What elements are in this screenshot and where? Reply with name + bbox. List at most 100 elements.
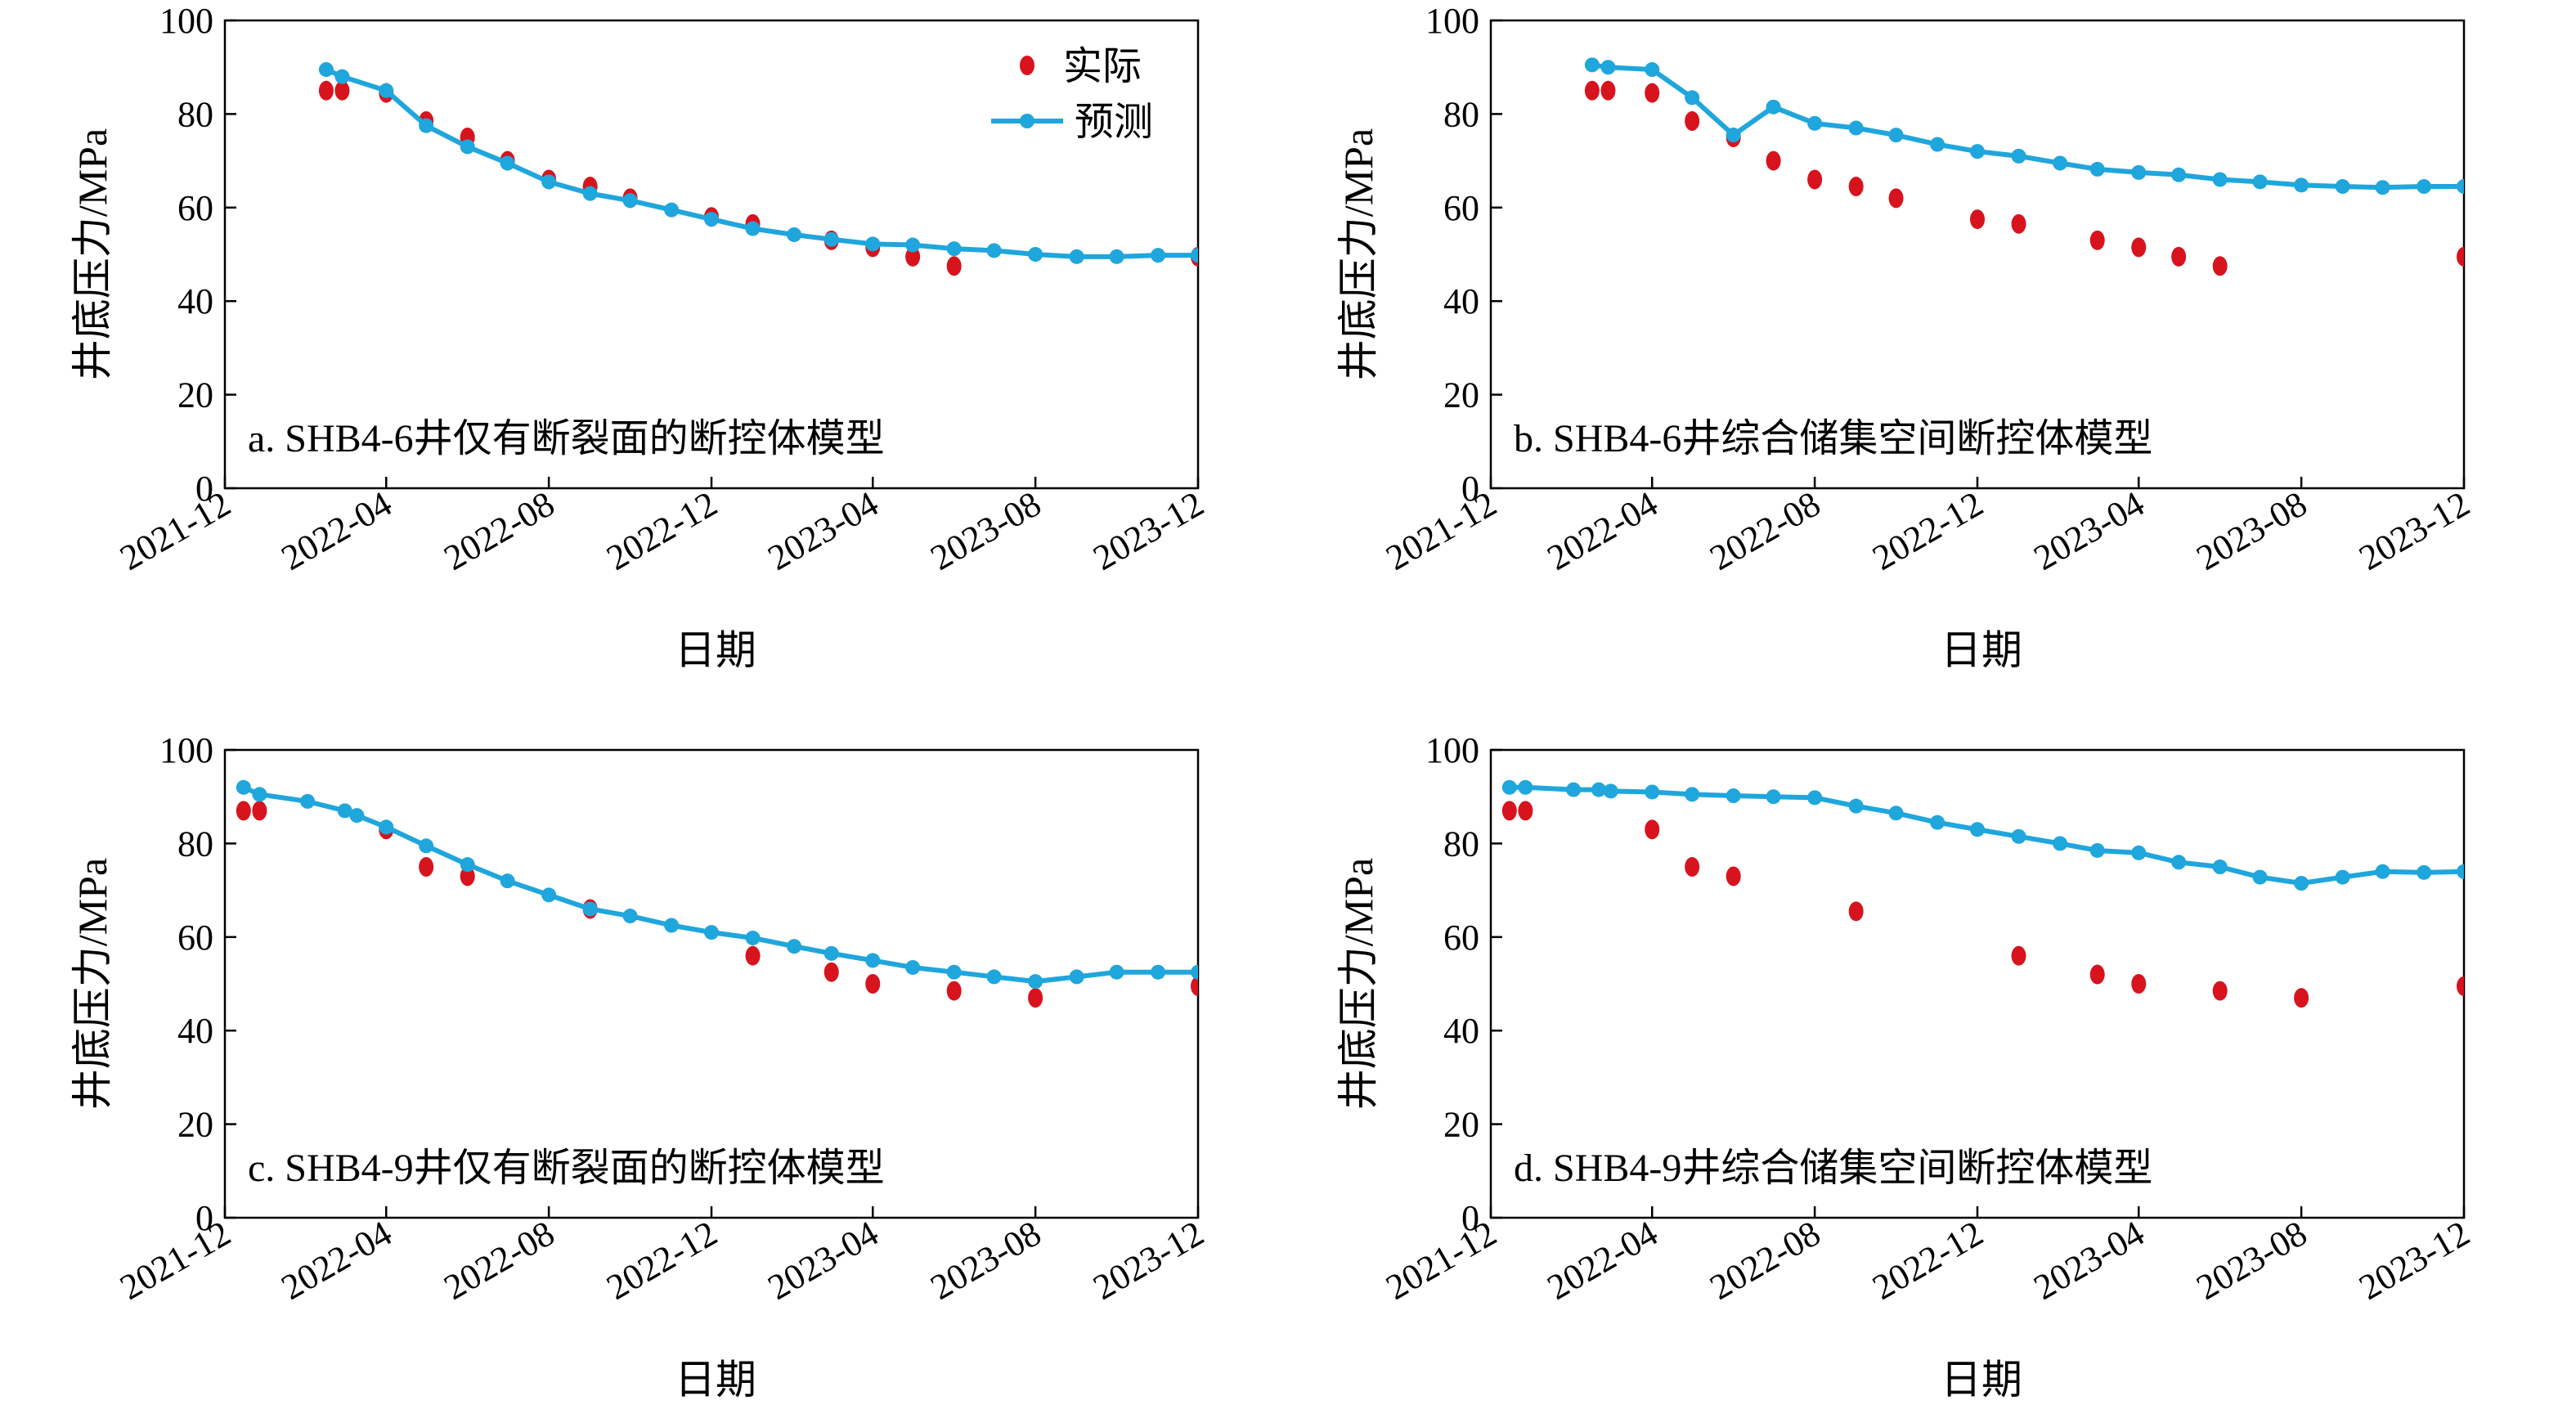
predicted-point xyxy=(2053,836,2068,851)
y-axis-title: 井底压力/MPa xyxy=(1335,128,1381,380)
predicted-point xyxy=(1518,779,1533,795)
actual-point xyxy=(1807,169,1823,190)
predicted-point xyxy=(2294,876,2309,891)
x-tick-label: 2022-12 xyxy=(599,1213,724,1308)
x-tick-label: 2022-12 xyxy=(599,483,724,578)
y-tick-label: 100 xyxy=(1425,1,1479,41)
actual-point xyxy=(2089,964,2105,985)
predicted-point xyxy=(946,241,962,257)
x-tick-label: 2023-04 xyxy=(761,1213,886,1308)
x-tick-label: 2022-12 xyxy=(1865,1213,1990,1308)
predicted-point xyxy=(2089,842,2105,858)
predicted-point xyxy=(622,909,638,924)
y-tick-label: 100 xyxy=(1425,730,1479,770)
x-axis-title: 日期 xyxy=(1941,1357,2022,1403)
predicted-point xyxy=(1685,787,1700,802)
predicted-point xyxy=(252,787,267,802)
predicted-line xyxy=(242,785,1198,985)
predicted-point xyxy=(379,819,394,835)
predicted-point xyxy=(704,925,719,940)
predicted-point xyxy=(349,808,365,824)
predicted-point xyxy=(2131,164,2147,180)
predicted-point xyxy=(236,779,251,795)
actual-point xyxy=(1191,976,1198,996)
x-tick-label: 2023-08 xyxy=(2190,483,2314,578)
predicted-point xyxy=(1109,249,1124,264)
predicted-point xyxy=(1069,249,1084,264)
predicted-point xyxy=(582,186,598,201)
predicted-point xyxy=(865,953,881,968)
x-tick-label: 2022-04 xyxy=(1541,1213,1665,1308)
predicted-point xyxy=(1970,144,1985,159)
y-tick-label: 60 xyxy=(177,188,213,228)
predicted-point xyxy=(2212,172,2228,187)
chart-panel-a: 0 20 40 60 80 100 2021-12 2022-04 2022-08 2022-12… xyxy=(70,1,1210,673)
actual-point xyxy=(236,801,251,821)
actual-point xyxy=(905,246,921,267)
y-tick-label: 80 xyxy=(177,94,213,134)
actual-point xyxy=(318,80,334,101)
predicted-point xyxy=(2011,148,2026,164)
y-tick-label: 20 xyxy=(1443,375,1479,415)
x-tick-label: 2021-12 xyxy=(113,483,237,578)
predicted-point xyxy=(946,964,962,980)
x-tick-label: 2023-08 xyxy=(924,483,1048,578)
predicted-point xyxy=(1645,62,1660,78)
y-tick-label: 40 xyxy=(1443,281,1479,321)
panel-annotation: a. SHB4-6井仅有断裂面的断控体模型 xyxy=(248,417,885,460)
predicted-point xyxy=(2375,180,2390,195)
predicted-line xyxy=(325,67,1198,259)
legend-actual-label: 实际 xyxy=(1063,45,1142,88)
y-tick-label: 40 xyxy=(1443,1011,1479,1051)
actual-point xyxy=(334,80,350,101)
y-tick-label: 40 xyxy=(177,281,213,321)
y-tick-label: 80 xyxy=(1443,824,1479,864)
y-tick-label: 20 xyxy=(1443,1105,1479,1145)
x-tick-label: 2023-12 xyxy=(2352,1213,2476,1308)
x-tick-label: 2023-08 xyxy=(924,1213,1048,1308)
actual-point xyxy=(2294,988,2309,1008)
predicted-point xyxy=(2457,864,2464,879)
x-tick-label: 2022-04 xyxy=(275,483,399,578)
actual-point xyxy=(419,857,434,877)
predicted-point xyxy=(787,939,802,954)
y-tick-label: 60 xyxy=(1443,918,1479,958)
predicted-point xyxy=(1591,782,1607,797)
actual-point xyxy=(2457,976,2464,996)
actual-point xyxy=(2457,246,2464,267)
predicted-point xyxy=(1726,128,1741,143)
series-layer xyxy=(236,779,1198,1008)
actual-point xyxy=(745,945,761,966)
actual-point xyxy=(865,974,881,994)
predicted-point xyxy=(1766,789,1781,805)
predicted-point xyxy=(1109,964,1124,980)
predicted-point xyxy=(986,969,1002,985)
predicted-point xyxy=(1028,247,1043,262)
x-tick-label: 2023-04 xyxy=(2027,483,2152,578)
actual-point xyxy=(946,256,962,276)
predicted-point xyxy=(787,227,802,242)
predicted-point xyxy=(2053,155,2068,171)
predicted-point xyxy=(824,945,839,961)
panel-annotation: b. SHB4-6井综合储集空间断控体模型 xyxy=(1514,417,2152,460)
x-tick-label: 2021-12 xyxy=(1379,1213,1503,1308)
y-axis-title: 井底压力/MPa xyxy=(1335,858,1381,1110)
actual-point xyxy=(1848,177,1864,197)
predicted-point xyxy=(1685,90,1700,105)
actual-point xyxy=(1766,150,1781,171)
predicted-point xyxy=(622,193,638,209)
predicted-point xyxy=(500,873,515,889)
actual-point xyxy=(824,962,839,982)
x-tick-label: 2022-08 xyxy=(438,483,562,578)
actual-point xyxy=(1600,80,1616,101)
actual-point xyxy=(2212,981,2228,1001)
predicted-point xyxy=(1191,248,1198,263)
y-tick-label: 80 xyxy=(177,824,213,864)
chart-panels: 0 20 40 60 80 100 2021-12 2022-04 2022-08 2022-12… xyxy=(70,1,2476,1403)
x-tick-label: 2022-04 xyxy=(1541,483,1665,578)
predicted-point xyxy=(986,243,1002,258)
actual-point xyxy=(2171,246,2187,267)
predicted-point xyxy=(2417,864,2432,880)
